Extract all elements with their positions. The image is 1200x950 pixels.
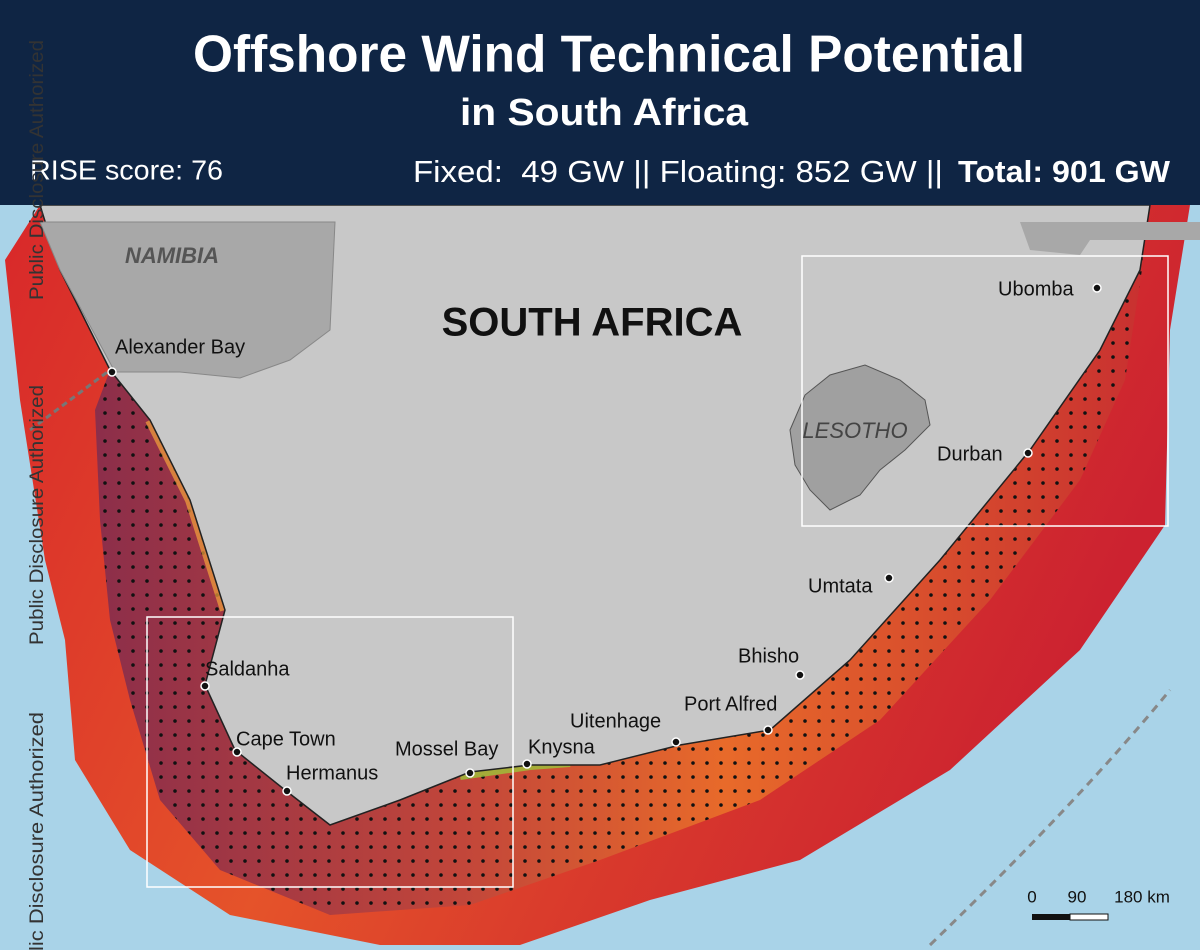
inset-frame [801,255,1169,527]
subtitle: in South Africa [460,92,749,134]
dot-pattern [95,250,1145,915]
city-label: Bhisho [738,645,799,667]
map: NAMIBIA SOUTH AFRICA LESOTHO Alexander B… [0,204,1200,950]
city-label: Saldanha [205,658,290,680]
eez-boundary [928,689,1172,947]
city-dot [522,759,532,769]
city-label: Hermanus [286,762,378,784]
namibia-land [39,221,336,379]
city-dot [795,670,805,680]
city-label: Knysna [528,736,596,758]
city-label: Uitenhage [570,710,661,732]
scale-label: 0 [1027,887,1036,906]
border-line [29,368,111,432]
city-dot [671,737,681,747]
city-label: Cape Town [236,728,336,750]
botswana-land [1020,222,1200,255]
scale-label: 180 km [1114,887,1170,906]
city-label: Alexander Bay [115,336,245,358]
country-label: NAMIBIA [125,243,219,268]
country-label: LESOTHO [802,418,907,443]
capacity: Fixed: 49 GW || Floating: 852 GW || [413,154,943,189]
city-dot [1023,448,1033,458]
city-dot [200,681,210,691]
city-label: Ubomba [998,278,1074,300]
city-dot [107,367,117,377]
scale-segment [1069,913,1109,921]
watermark: Public Disclosure Authorized [27,40,48,300]
rise-score: RISE score: 76 [30,154,223,185]
header-background [0,0,1200,205]
header: Offshore Wind Technical Potential in Sou… [0,0,1200,205]
lesotho-land [789,364,931,511]
country-label: SOUTH AFRICA [442,301,743,345]
watermarks: Public Disclosure Authorized Public Disc… [27,40,48,950]
title: Offshore Wind Technical Potential [193,26,1025,84]
capacity-total: Total: 901 GW [958,154,1171,189]
city-dot [282,786,292,796]
scale-segment [1032,914,1070,920]
cities: Alexander Bay Saldanha Cape Town Hermanu… [107,278,1102,796]
city-label: Umtata [808,575,873,597]
scale-label: 90 [1068,887,1087,906]
watermark: Public Disclosure Authorized [27,712,48,950]
inset-frame [146,616,514,888]
city-label: Port Alfred [684,693,777,715]
city-dot [465,768,475,778]
city-label: Durban [937,443,1003,465]
city-label: Mossel Bay [395,738,498,760]
scale-bar: 0 90 180 km [1027,887,1170,921]
city-dot [1092,283,1102,293]
city-dot [763,725,773,735]
watermark: Public Disclosure Authorized [27,385,48,645]
city-dot [884,573,894,583]
city-dot [232,747,242,757]
